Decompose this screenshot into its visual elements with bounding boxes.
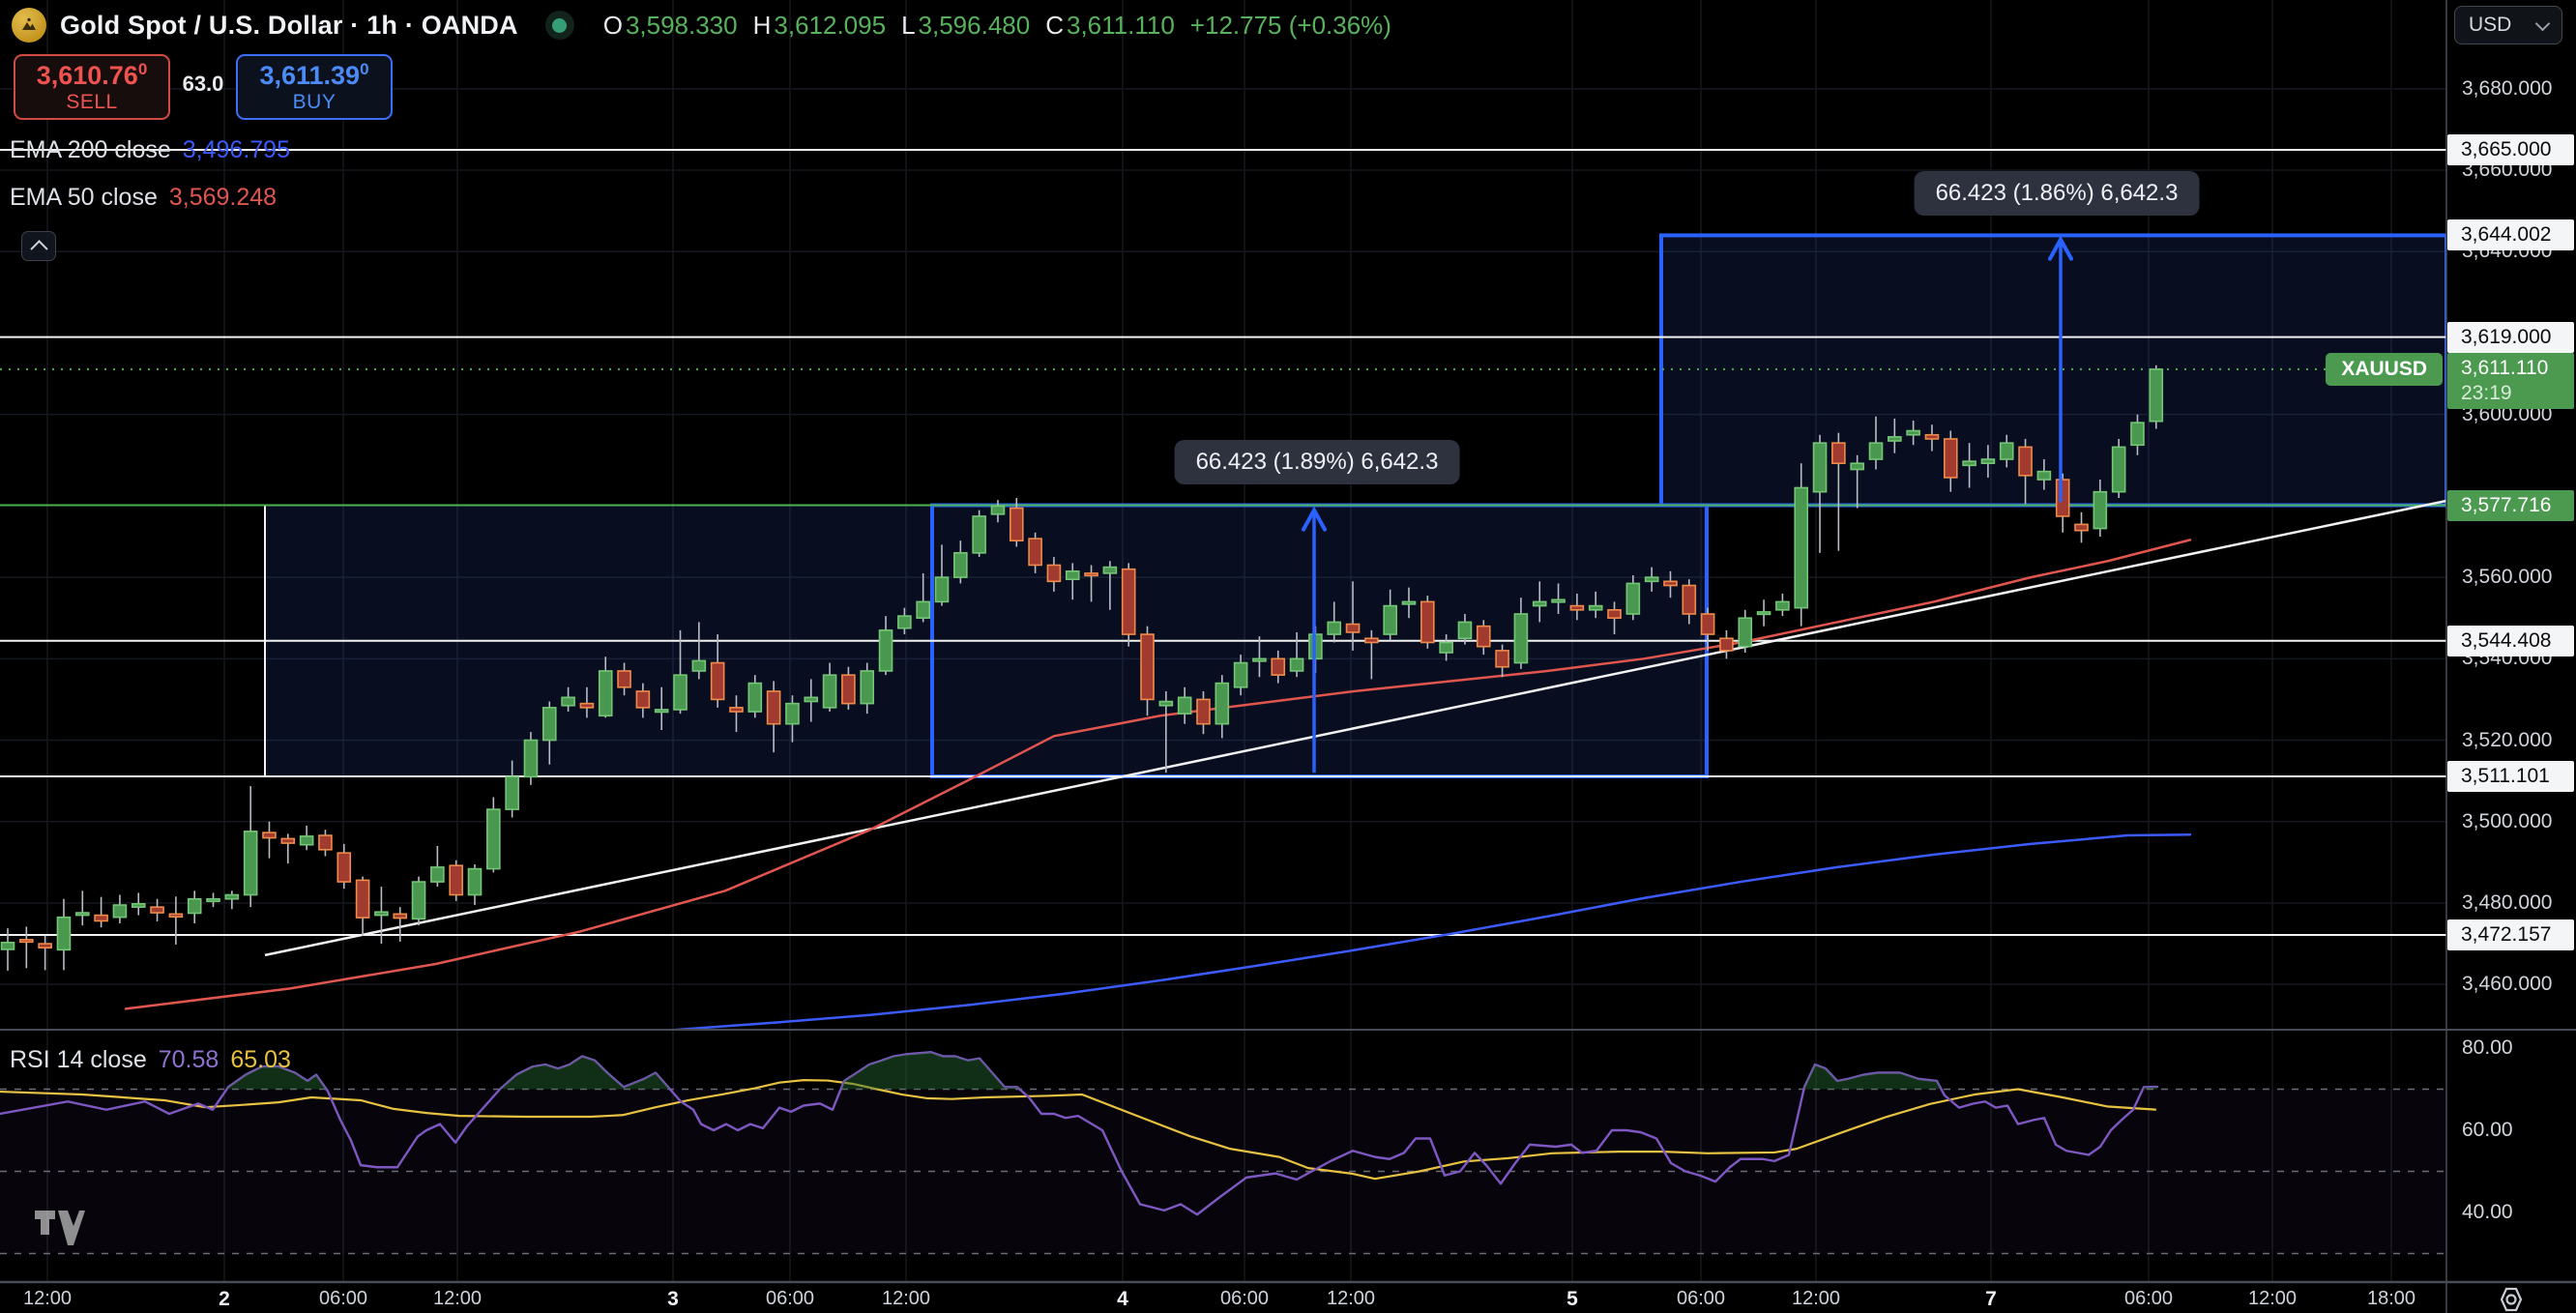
time-axis-label: 12:00 xyxy=(1326,1288,1376,1309)
time-axis-label: 3 xyxy=(667,1288,679,1310)
symbol-title[interactable]: Gold Spot / U.S. Dollar · 1h · OANDA xyxy=(60,10,518,40)
price-scale-label: 3,560.000 xyxy=(2462,566,2553,589)
close-value: 3,611.110 xyxy=(1066,10,1175,40)
alert-level-value: 3,577.716 xyxy=(2461,493,2552,516)
candles-layer xyxy=(0,365,2164,971)
rsi-layer xyxy=(0,1051,2446,1255)
chevron-down-icon xyxy=(2534,15,2551,31)
price-level-badge: 3,619.000 xyxy=(2447,321,2574,353)
high-label: H xyxy=(752,10,772,40)
price-scale-label: 3,680.000 xyxy=(2462,76,2553,100)
low-value: 3,596.480 xyxy=(918,10,1031,40)
measure-tooltip-1: 66.423 (1.89%) 6,642.3 xyxy=(1174,440,1460,484)
price-level-badge: 3,472.157 xyxy=(2447,919,2574,950)
price-level-badge: 3,511.101 xyxy=(2447,761,2574,792)
gold-coin-icon xyxy=(12,8,46,43)
time-axis-label: 7 xyxy=(1985,1288,1997,1310)
time-axis-label: 06:00 xyxy=(2123,1288,2174,1309)
time-axis-label: 12:00 xyxy=(432,1288,483,1309)
drawings-layer xyxy=(0,149,2446,957)
bar-countdown: 23:19 xyxy=(2461,381,2512,404)
market-status-icon[interactable] xyxy=(544,11,574,40)
change-value: +12.775 (+0.36%) xyxy=(1189,10,1391,40)
price-scale-label: 3,520.000 xyxy=(2462,728,2553,751)
rsi-ma-value: 65.03 xyxy=(230,1046,291,1073)
ohlc-readout: O 3,598.330 H 3,612.095 L 3,596.480 C 3,611.… xyxy=(603,11,1391,41)
arrows-layer xyxy=(1302,235,2073,773)
tradingview-logo xyxy=(35,1211,85,1250)
ema200-value: 3,496.795 xyxy=(182,136,290,163)
time-axis-label: 4 xyxy=(1117,1288,1128,1310)
price-level-badge: 3,665.000 xyxy=(2447,134,2574,165)
sell-price: 3,610.76 xyxy=(36,61,138,91)
sell-price-sup: 0 xyxy=(137,60,148,79)
scale-settings-icon[interactable] xyxy=(2495,1286,2530,1312)
time-axis-label: 12:00 xyxy=(1791,1288,1841,1309)
current-price-value: 3,611.110 xyxy=(2461,356,2549,379)
rsi-scale-label: 60.00 xyxy=(2462,1119,2513,1141)
chevron-up-icon xyxy=(29,240,48,258)
ema-layer xyxy=(124,539,2192,1030)
price-level-badge: 3,644.002 xyxy=(2447,219,2574,251)
rsi-value: 70.58 xyxy=(158,1046,220,1073)
time-axis-label: 18:00 xyxy=(2366,1288,2416,1309)
measure-tooltip-2: 66.423 (1.86%) 6,642.3 xyxy=(1914,171,2200,216)
open-label: O xyxy=(602,10,623,40)
ema50-legend[interactable]: EMA 50 close 3,569.248 xyxy=(10,184,277,212)
rsi-scale-label: 80.00 xyxy=(2462,1036,2513,1059)
time-axis-label: 06:00 xyxy=(318,1288,368,1309)
ema200-label: EMA 200 close xyxy=(10,136,171,163)
time-axis-label: 12:00 xyxy=(2247,1288,2298,1309)
sell-label: SELL xyxy=(66,90,118,113)
sell-button[interactable]: 3,610.760 SELL xyxy=(14,54,170,120)
rsi-scale-label: 40.00 xyxy=(2462,1201,2513,1223)
time-axis-label: 2 xyxy=(219,1288,230,1310)
buy-button[interactable]: 3,611.390 BUY xyxy=(236,54,393,120)
currency-dropdown[interactable]: USD xyxy=(2454,6,2562,44)
last-price-symbol-tag[interactable]: XAUUSD xyxy=(2326,352,2443,386)
close-label: C xyxy=(1045,10,1064,40)
alert-level-badge: 3,577.716 xyxy=(2447,489,2574,521)
low-label: L xyxy=(901,10,916,40)
time-axis-label: 12:00 xyxy=(881,1288,931,1309)
rsi-label: RSI 14 close xyxy=(10,1046,147,1073)
price-scale-label: 3,480.000 xyxy=(2462,890,2553,914)
current-price-badge: 3,611.110 23:19 xyxy=(2447,352,2574,409)
ema200-legend[interactable]: EMA 200 close 3,496.795 xyxy=(10,136,290,164)
price-scale-label: 3,500.000 xyxy=(2462,809,2553,832)
time-axis-label: 06:00 xyxy=(1676,1288,1726,1309)
price-scale-label: 3,460.000 xyxy=(2462,973,2553,996)
ema50-label: EMA 50 close xyxy=(10,184,158,211)
symbol-header[interactable]: Gold Spot / U.S. Dollar · 1h · OANDA O 3,… xyxy=(12,6,1391,44)
time-axis-label: 06:00 xyxy=(765,1288,815,1309)
time-axis-label: 06:00 xyxy=(1219,1288,1270,1309)
collapse-legend-button[interactable] xyxy=(21,231,56,261)
currency-value: USD xyxy=(2469,14,2512,36)
open-value: 3,598.330 xyxy=(625,10,738,40)
spread-value: 63.0 xyxy=(182,72,224,96)
buy-label: BUY xyxy=(292,90,337,113)
ema50-value: 3,569.248 xyxy=(168,184,278,211)
buy-price-sup: 0 xyxy=(360,60,369,79)
high-value: 3,612.095 xyxy=(774,10,887,40)
price-level-badge: 3,544.408 xyxy=(2447,625,2574,656)
buy-price: 3,611.39 xyxy=(259,61,361,91)
time-axis-label: 5 xyxy=(1566,1288,1578,1310)
time-axis-label: 12:00 xyxy=(22,1288,73,1309)
rsi-legend[interactable]: RSI 14 close 70.58 65.03 xyxy=(10,1046,291,1074)
